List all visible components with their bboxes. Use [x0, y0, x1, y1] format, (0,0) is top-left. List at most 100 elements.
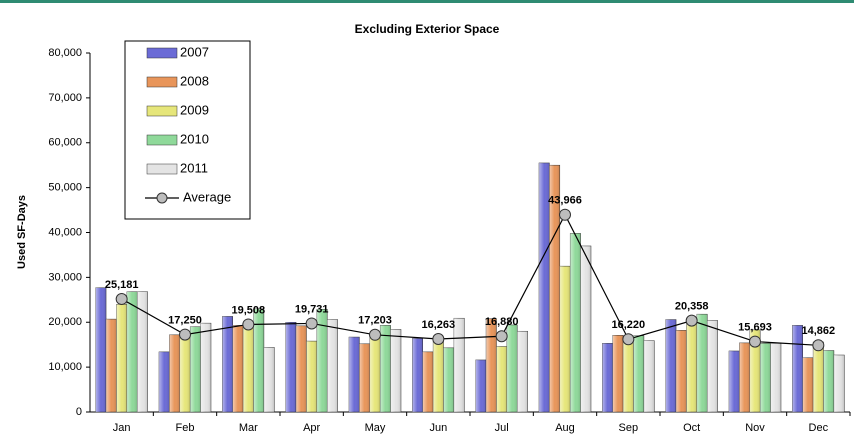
bar-shade	[770, 343, 781, 412]
bar-shade	[665, 319, 677, 412]
bar-shade	[263, 347, 275, 412]
legend-swatch	[146, 134, 178, 146]
bar-shade	[760, 343, 771, 412]
y-tick-label: 80,000	[48, 47, 82, 59]
legend-swatch	[146, 76, 178, 88]
bar-shade	[676, 330, 687, 412]
value-label: 20,358	[675, 301, 709, 313]
average-marker	[305, 317, 318, 330]
bar-shade	[443, 347, 454, 412]
bar-shade	[106, 319, 117, 412]
value-label: 25,181	[105, 279, 139, 291]
average-marker	[369, 328, 381, 341]
bar-shade	[792, 325, 803, 412]
legend-label: Average	[183, 189, 231, 204]
bar-shade	[359, 343, 370, 412]
average-marker	[242, 318, 255, 331]
bar-shade	[380, 325, 391, 412]
x-tick-label: Aug	[555, 422, 575, 434]
bar-shade	[696, 314, 708, 412]
value-label: 15,693	[738, 321, 772, 333]
bar-shade	[453, 318, 465, 412]
bar-shade	[749, 329, 761, 412]
bar-shade	[253, 308, 264, 412]
chart-title: Excluding Exterior Space	[355, 22, 500, 36]
average-marker	[495, 330, 508, 343]
bar-shade	[296, 325, 307, 412]
value-label: 19,508	[232, 304, 266, 316]
legend-label: 2010	[180, 131, 209, 146]
bar-shade	[813, 341, 824, 412]
bar-shade	[116, 304, 127, 412]
x-tick-label: Feb	[176, 422, 195, 434]
bar-shade	[316, 309, 328, 412]
legend-label: 2008	[180, 73, 209, 88]
value-label: 16,880	[485, 316, 519, 328]
bar-shade	[643, 340, 655, 412]
bar-shade	[823, 350, 834, 412]
x-tick-label: Jan	[113, 422, 131, 434]
bar-shade	[390, 329, 401, 412]
bar-shade	[707, 320, 718, 412]
value-label: 16,263	[422, 319, 456, 331]
value-label: 16,220	[612, 319, 646, 331]
average-marker	[432, 333, 445, 346]
x-tick-label: Dec	[809, 422, 829, 434]
value-label: 43,966	[548, 195, 582, 207]
bar-shade	[570, 233, 581, 412]
average-marker	[812, 339, 825, 352]
bar-shade	[179, 335, 191, 412]
bar-shade	[729, 350, 740, 412]
y-tick-label: 10,000	[48, 361, 82, 373]
bar-shade	[686, 318, 697, 412]
bar-shade	[517, 331, 528, 412]
bar-shade	[422, 351, 434, 412]
bar-shade	[369, 337, 381, 412]
bar-shade	[126, 291, 138, 412]
legend-marker	[156, 192, 168, 204]
value-label: 17,250	[168, 314, 202, 326]
average-marker	[559, 208, 571, 221]
bar-shade	[549, 165, 560, 412]
bar-shade	[159, 351, 170, 412]
bar-shade	[190, 326, 201, 412]
bar-shade	[200, 323, 211, 412]
x-tick-label: Jun	[429, 422, 447, 434]
bar-shade	[486, 318, 497, 412]
y-tick-label: 20,000	[48, 316, 82, 328]
bar-shade	[327, 319, 338, 412]
bar-shade	[475, 359, 487, 412]
average-marker	[749, 335, 761, 348]
bar-shade	[580, 245, 591, 412]
value-label: 19,731	[295, 303, 329, 315]
legend-label: 2007	[180, 44, 209, 59]
legend-box	[124, 40, 251, 220]
y-tick-label: 0	[76, 406, 82, 418]
x-tick-label: Jul	[495, 422, 509, 434]
bar-shade	[169, 334, 180, 412]
average-marker	[179, 328, 191, 341]
bar-shade	[833, 355, 845, 412]
bar-shade	[95, 287, 107, 412]
x-tick-label: Sep	[619, 422, 639, 434]
x-tick-label: Apr	[303, 422, 320, 434]
y-axis-title: Used SF-Days	[16, 195, 28, 269]
y-tick-label: 70,000	[48, 92, 82, 104]
bar-shade	[285, 322, 297, 412]
bar-shade	[739, 342, 750, 412]
x-tick-label: May	[365, 422, 386, 434]
bar-shade	[559, 266, 571, 412]
legend-swatch	[146, 163, 178, 175]
bar-shade	[137, 291, 148, 412]
y-tick-label: 40,000	[48, 226, 82, 238]
bar-shade	[412, 338, 423, 412]
bar-shade	[602, 343, 613, 412]
average-marker	[685, 314, 698, 327]
bar-shade	[222, 316, 233, 412]
legend-label: 2011	[180, 160, 208, 175]
bar-shade	[623, 339, 634, 412]
bar-shade	[612, 335, 624, 412]
average-marker	[115, 293, 128, 306]
legend-swatch	[146, 105, 178, 117]
